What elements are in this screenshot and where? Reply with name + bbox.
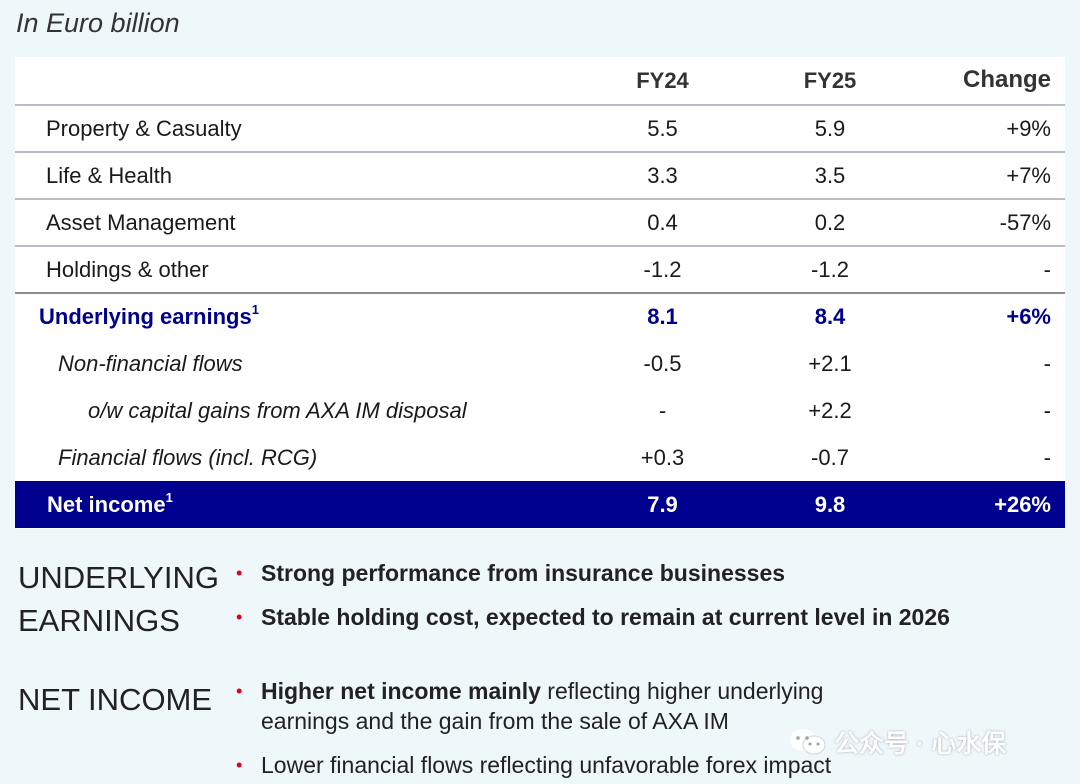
net-income-row: Net income1 7.9 9.8 +26% (15, 481, 1065, 528)
cell-fy25: 3.5 (814, 162, 846, 188)
cell-change: -57% (999, 209, 1051, 235)
wechat-icon (788, 727, 828, 757)
table-header-row: FY24 FY25 Change (15, 57, 1065, 105)
title-line: UNDERLYING (18, 560, 219, 595)
cell-fy25: +2.2 (808, 397, 852, 423)
table-row: Life & Health 3.3 3.5 +7% (15, 152, 1065, 199)
underlying-earnings-title: UNDERLYING EARNINGS (18, 556, 219, 642)
bullet-dot-icon: • (236, 563, 243, 583)
row-label: Asset Management (46, 209, 236, 235)
watermark-text: 公众号 · 心水保 (834, 730, 1007, 758)
bullet-text: Lower financial flows reflecting unfavor… (261, 752, 832, 778)
bullet-item: • Strong performance from insurance busi… (236, 558, 950, 588)
cell-fy24: +0.3 (640, 444, 685, 470)
table-row: Asset Management 0.4 0.2 -57% (15, 199, 1065, 246)
table-row: Holdings & other -1.2 -1.2 - (15, 246, 1065, 293)
cell-change: +26% (994, 491, 1051, 517)
row-label: Holdings & other (46, 256, 209, 282)
header-label (15, 57, 590, 105)
net-income-label: Net income (47, 491, 166, 517)
bullet-text: Stable holding cost, expected to remain … (261, 604, 950, 630)
row-label: Non-financial flows (58, 350, 243, 376)
earnings-table: FY24 FY25 Change Property & Casualty 5.5… (15, 57, 1065, 529)
bullet-item: • Higher net income mainly reflecting hi… (236, 676, 831, 736)
cell-fy25: 8.4 (814, 304, 846, 329)
bullet-item: • Stable holding cost, expected to remai… (236, 602, 950, 632)
cell-fy25: 9.8 (814, 491, 846, 517)
title-line: EARNINGS (18, 603, 180, 638)
row-label: Underlying earnings1 (15, 293, 590, 340)
bullet-item: • Lower financial flows reflecting unfav… (236, 750, 831, 780)
bullet-text: reflecting higher underlying (540, 678, 824, 704)
bullet-dot-icon: • (236, 607, 243, 627)
row-label: Net income1 (15, 481, 590, 528)
unit-label: In Euro billion (16, 8, 180, 38)
cell-fy25: -0.7 (811, 444, 849, 470)
bullet-dot-icon: • (236, 681, 243, 701)
cell-change: +6% (1006, 304, 1051, 329)
row-label: Property & Casualty (46, 115, 242, 141)
table-row: Financial flows (incl. RCG) +0.3 -0.7 - (15, 434, 1065, 481)
table-row: o/w capital gains from AXA IM disposal -… (15, 387, 1065, 434)
cell-change: +9% (1006, 115, 1051, 141)
header-fy24: FY24 (636, 68, 689, 93)
underlying-bullets: • Strong performance from insurance busi… (236, 558, 950, 632)
cell-fy24: - (658, 397, 667, 423)
cell-fy24: 7.9 (647, 491, 678, 517)
table-row: Non-financial flows -0.5 +2.1 - (15, 340, 1065, 387)
bullet-text: earnings and the gain from the sale of A… (261, 708, 729, 734)
net-income-bullets: • Higher net income mainly reflecting hi… (236, 676, 831, 780)
cell-fy25: 0.2 (814, 209, 846, 235)
underlying-earnings-label: Underlying earnings (39, 304, 252, 329)
footnote-marker: 1 (251, 302, 259, 317)
cell-fy24: -1.2 (643, 256, 682, 282)
cell-fy24: 0.4 (647, 209, 678, 235)
table-row: Property & Casualty 5.5 5.9 +9% (15, 105, 1065, 152)
row-label: Life & Health (46, 162, 172, 188)
cell-change: +7% (1006, 162, 1051, 188)
cell-fy24: -0.5 (643, 350, 682, 376)
header-change: Change (962, 66, 1051, 93)
underlying-earnings-row: Underlying earnings1 8.1 8.4 +6% (15, 293, 1065, 340)
wechat-watermark: 公众号 · 心水保 (788, 724, 1048, 758)
cell-change: - (1043, 444, 1051, 470)
net-income-title: NET INCOME (18, 682, 213, 717)
cell-fy24: 8.1 (647, 304, 678, 329)
row-label: Financial flows (incl. RCG) (58, 444, 318, 470)
cell-fy24: 5.5 (647, 115, 678, 141)
cell-fy25: -1.2 (811, 256, 849, 282)
footnote-marker: 1 (165, 489, 173, 505)
cell-change: - (1043, 256, 1051, 282)
cell-change: - (1043, 350, 1051, 376)
bullet-text-bold: Higher net income mainly (261, 678, 541, 704)
header-fy25: FY25 (803, 68, 857, 93)
bullet-dot-icon: • (236, 755, 243, 775)
cell-change: - (1043, 397, 1051, 423)
cell-fy25: +2.1 (808, 350, 852, 376)
row-label: o/w capital gains from AXA IM disposal (88, 397, 467, 423)
cell-fy25: 5.9 (814, 115, 846, 141)
cell-fy24: 3.3 (647, 162, 678, 188)
bullet-text: Strong performance from insurance busine… (261, 560, 786, 586)
